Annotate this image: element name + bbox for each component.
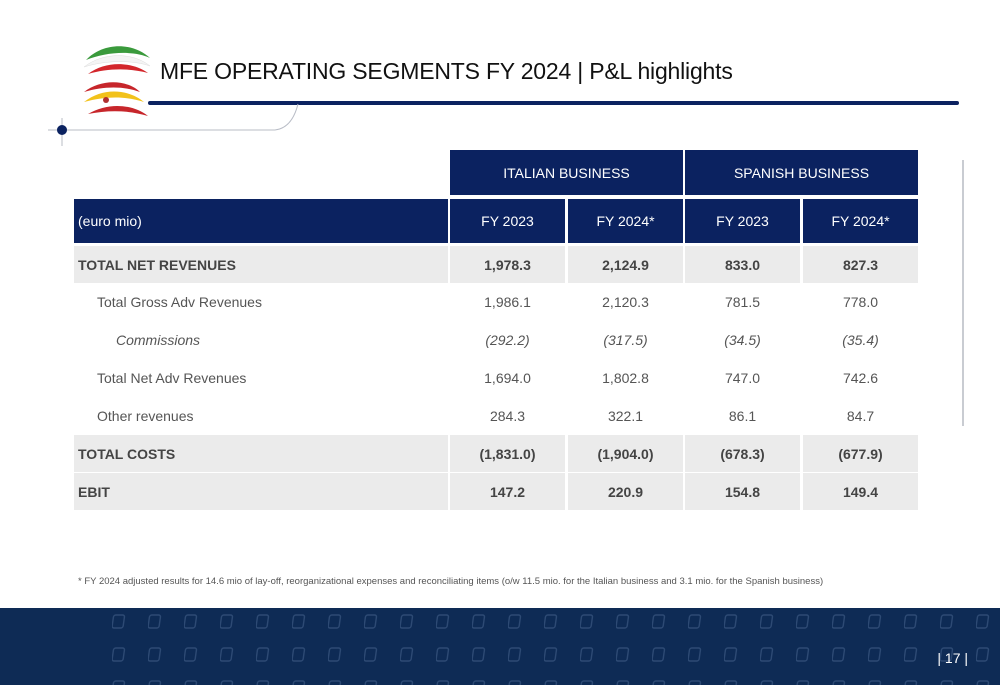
col-header-it-fy2023: FY 2023 [450, 199, 565, 243]
col-header-it-fy2024: FY 2024* [568, 199, 683, 243]
table-row: Commissions (292.2) (317.5) (34.5) (35.4… [74, 321, 918, 358]
group-header-spanish: SPANISH BUSINESS [685, 150, 918, 195]
col-header-es-fy2023: FY 2023 [685, 199, 800, 243]
row-label: Commissions [116, 331, 201, 348]
table-cell: 2,120.3 [602, 293, 649, 310]
table-row: Other revenues 284.3 322.1 86.1 84.7 [74, 397, 918, 434]
vertical-divider [962, 160, 964, 426]
table-cell: 322.1 [607, 407, 644, 424]
table-cell: 220.9 [568, 473, 683, 510]
row-label: TOTAL NET REVENUES [74, 246, 448, 283]
table-cell: 147.2 [450, 473, 565, 510]
pattern-decoration-icon [100, 608, 1000, 685]
table-cell: 1,986.1 [484, 293, 531, 310]
table-row: Total Gross Adv Revenues 1,986.1 2,120.3… [74, 283, 918, 320]
row-label: TOTAL COSTS [74, 435, 448, 472]
table-cell: 781.5 [724, 293, 761, 310]
table-cell: (1,831.0) [450, 435, 565, 472]
table-cell: 778.0 [842, 293, 879, 310]
table-cell: 1,802.8 [602, 369, 649, 386]
table-cell: 827.3 [803, 246, 918, 283]
page-title: MFE OPERATING SEGMENTS FY 2024 | P&L hig… [160, 58, 733, 84]
column-header-row: (euro mio) FY 2023 FY 2024* FY 2023 FY 2… [74, 199, 918, 243]
page-number: | 17 | [937, 650, 968, 666]
title-underline [148, 101, 959, 105]
row-label: Other revenues [97, 407, 194, 424]
table-cell: 284.3 [489, 407, 526, 424]
table-row: TOTAL COSTS (1,831.0) (1,904.0) (678.3) … [74, 435, 918, 472]
row-label: EBIT [74, 473, 448, 510]
table-cell: (317.5) [603, 331, 648, 348]
row-label: Total Net Adv Revenues [97, 369, 247, 386]
table-cell: 86.1 [728, 407, 757, 424]
group-header-italian: ITALIAN BUSINESS [450, 150, 683, 195]
table-cell: (1,904.0) [568, 435, 683, 472]
table-cell: 2,124.9 [568, 246, 683, 283]
table-cell: 149.4 [803, 473, 918, 510]
table-row: TOTAL NET REVENUES 1,978.3 2,124.9 833.0… [74, 246, 918, 283]
table-cell: 1,978.3 [450, 246, 565, 283]
flags-logo-icon [83, 46, 151, 116]
table-cell: 747.0 [724, 369, 761, 386]
table-cell: 742.6 [842, 369, 879, 386]
table-cell: 833.0 [685, 246, 800, 283]
decorative-line-icon [48, 103, 299, 146]
table-cell: 1,694.0 [484, 369, 531, 386]
footnote: * FY 2024 adjusted results for 14.6 mio … [78, 576, 824, 587]
footer-band [0, 608, 1000, 685]
table-row: Total Net Adv Revenues 1,694.0 1,802.8 7… [74, 359, 918, 396]
row-label: Total Gross Adv Revenues [97, 293, 262, 310]
table-cell: (677.9) [803, 435, 918, 472]
table-cell: (678.3) [685, 435, 800, 472]
unit-label: (euro mio) [74, 199, 448, 243]
table-cell: 84.7 [846, 407, 875, 424]
table-cell: 154.8 [685, 473, 800, 510]
table-cell: (35.4) [842, 331, 879, 348]
col-header-es-fy2024: FY 2024* [803, 199, 918, 243]
table-cell: (292.2) [485, 331, 530, 348]
table-row: EBIT 147.2 220.9 154.8 149.4 [74, 473, 918, 510]
table-cell: (34.5) [724, 331, 761, 348]
